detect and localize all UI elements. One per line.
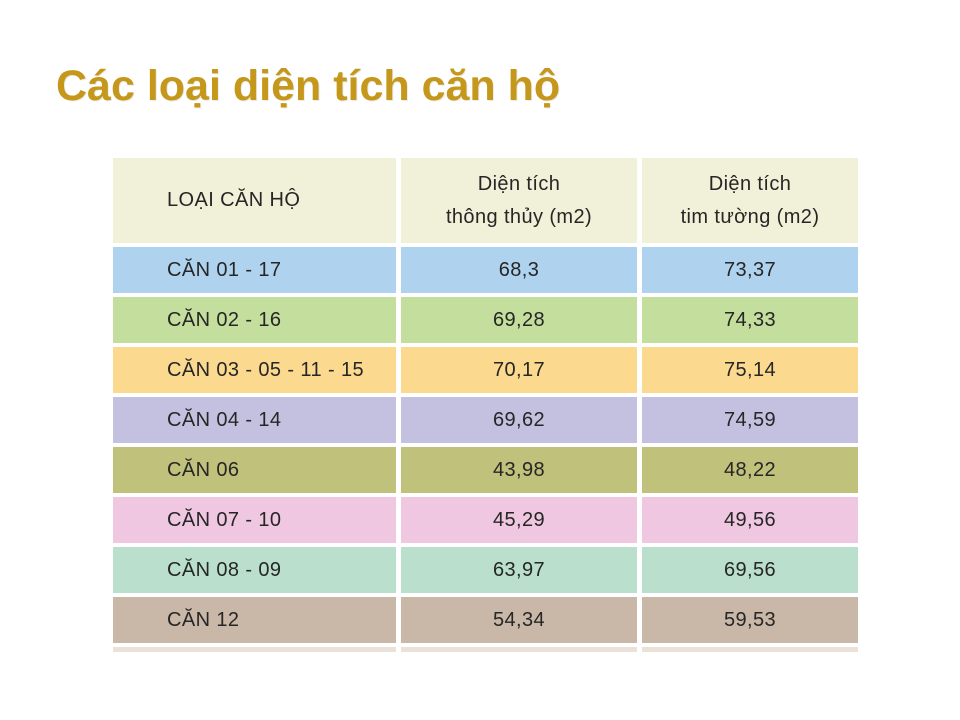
cell-net-area: 63,97: [401, 547, 637, 593]
apartment-area-table: LOẠI CĂN HỘ Diện tích thông thủy (m2) Di…: [113, 158, 858, 652]
page-title: Các loại diện tích căn hộ: [56, 62, 561, 110]
column-header-line: Diện tích: [477, 172, 561, 195]
table-bottom-border: [113, 647, 396, 652]
column-header-net-area: Diện tích thông thủy (m2): [401, 158, 637, 243]
cell-gross-area: 48,22: [642, 447, 858, 493]
cell-net-area: 68,3: [401, 247, 637, 293]
row-label: CĂN 08 - 09: [113, 547, 396, 593]
row-label: CĂN 01 - 17: [113, 247, 396, 293]
cell-net-area: 70,17: [401, 347, 637, 393]
cell-net-area: 69,28: [401, 297, 637, 343]
column-header-line: tim tường (m2): [680, 205, 820, 228]
row-label: CĂN 02 - 16: [113, 297, 396, 343]
cell-net-area: 54,34: [401, 597, 637, 643]
column-header-line: thông thủy (m2): [445, 205, 593, 228]
row-label: CĂN 03 - 05 - 11 - 15: [113, 347, 396, 393]
cell-gross-area: 73,37: [642, 247, 858, 293]
cell-net-area: 43,98: [401, 447, 637, 493]
cell-gross-area: 59,53: [642, 597, 858, 643]
cell-gross-area: 69,56: [642, 547, 858, 593]
cell-gross-area: 74,59: [642, 397, 858, 443]
column-header-apartment-type: LOẠI CĂN HỘ: [113, 158, 396, 243]
row-label: CĂN 04 - 14: [113, 397, 396, 443]
table-bottom-border: [642, 647, 858, 652]
cell-gross-area: 49,56: [642, 497, 858, 543]
column-header-gross-area: Diện tích tim tường (m2): [642, 158, 858, 243]
column-header-line: Diện tích: [708, 172, 792, 195]
cell-gross-area: 75,14: [642, 347, 858, 393]
cell-net-area: 69,62: [401, 397, 637, 443]
row-label: CĂN 06: [113, 447, 396, 493]
table-bottom-border: [401, 647, 637, 652]
cell-gross-area: 74,33: [642, 297, 858, 343]
cell-net-area: 45,29: [401, 497, 637, 543]
row-label: CĂN 12: [113, 597, 396, 643]
row-label: CĂN 07 - 10: [113, 497, 396, 543]
